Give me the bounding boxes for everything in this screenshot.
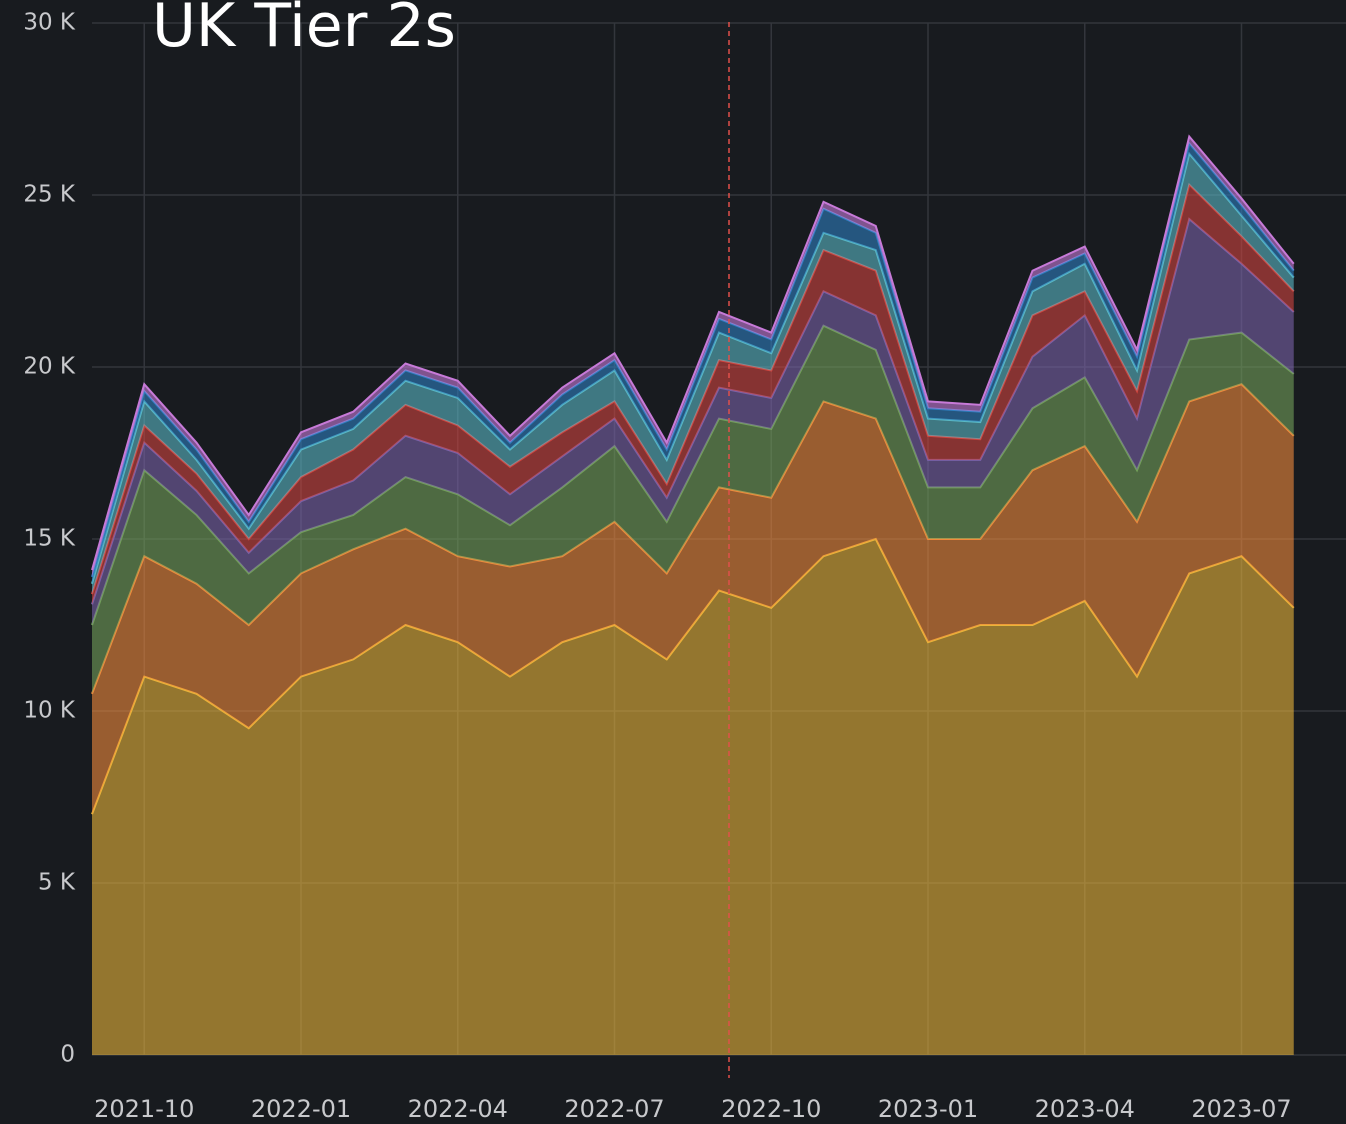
x-tick-label: 2023-07 (1191, 1095, 1291, 1123)
area (92, 384, 1294, 815)
area (92, 325, 1294, 694)
x-tick-label: 2021-10 (94, 1095, 194, 1123)
y-tick-label: 5 K (38, 870, 76, 896)
x-tick-label: 2022-10 (721, 1095, 821, 1123)
x-tick-label: 2022-07 (564, 1095, 664, 1123)
area-line (91, 134, 1295, 571)
x-tick-label: 2022-04 (408, 1095, 508, 1123)
chart-title: UK Tier 2s (152, 0, 456, 61)
x-tick-label: 2023-01 (878, 1095, 978, 1123)
x-tick-label: 2022-01 (251, 1095, 351, 1123)
y-tick-label: 25 K (23, 182, 76, 208)
y-tick-label: 10 K (23, 698, 76, 724)
area (92, 539, 1294, 1055)
x-tick-label: 2023-04 (1035, 1095, 1135, 1123)
y-tick-label: 20 K (23, 354, 76, 380)
areas (91, 22, 1295, 1078)
y-tick-label: 0 (60, 1042, 75, 1068)
y-tick-label: 30 K (23, 10, 76, 36)
y-tick-label: 15 K (23, 526, 76, 552)
labels: 0 5 K 10 K 15 K 20 K 25 K 30 K 2021-10 2022-01 20… (23, 10, 1291, 1124)
